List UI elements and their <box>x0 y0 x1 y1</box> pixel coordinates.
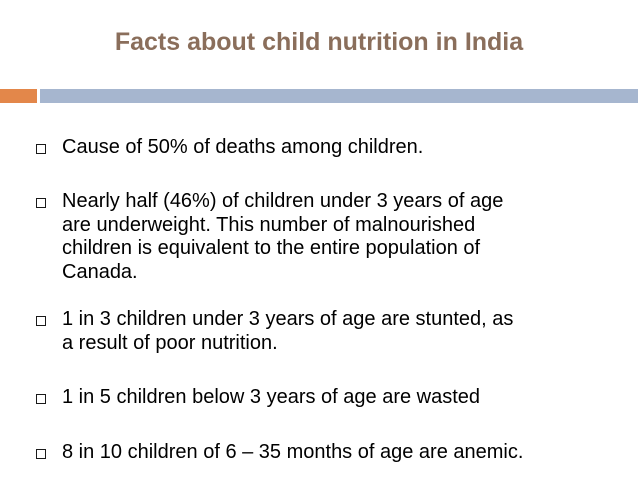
title-divider-accent <box>0 89 37 103</box>
bullet-text: 8 in 10 children of 6 – 35 months of age… <box>62 441 524 463</box>
slide-title: Facts about child nutrition in India <box>114 28 524 56</box>
square-bullet-icon <box>36 316 46 326</box>
bullet-text: Cause of 50% of deaths among children. <box>62 136 424 158</box>
bullet-text: 1 in 3 children under 3 years of age are… <box>62 308 514 354</box>
title-divider-bar <box>40 89 638 103</box>
square-bullet-icon <box>36 144 46 154</box>
square-bullet-icon <box>36 198 46 208</box>
bullet-text: 1 in 5 children below 3 years of age are… <box>62 386 481 408</box>
square-bullet-icon <box>36 394 46 404</box>
square-bullet-icon <box>36 449 46 459</box>
bullet-text: Nearly half (46%) of children under 3 ye… <box>62 190 504 283</box>
